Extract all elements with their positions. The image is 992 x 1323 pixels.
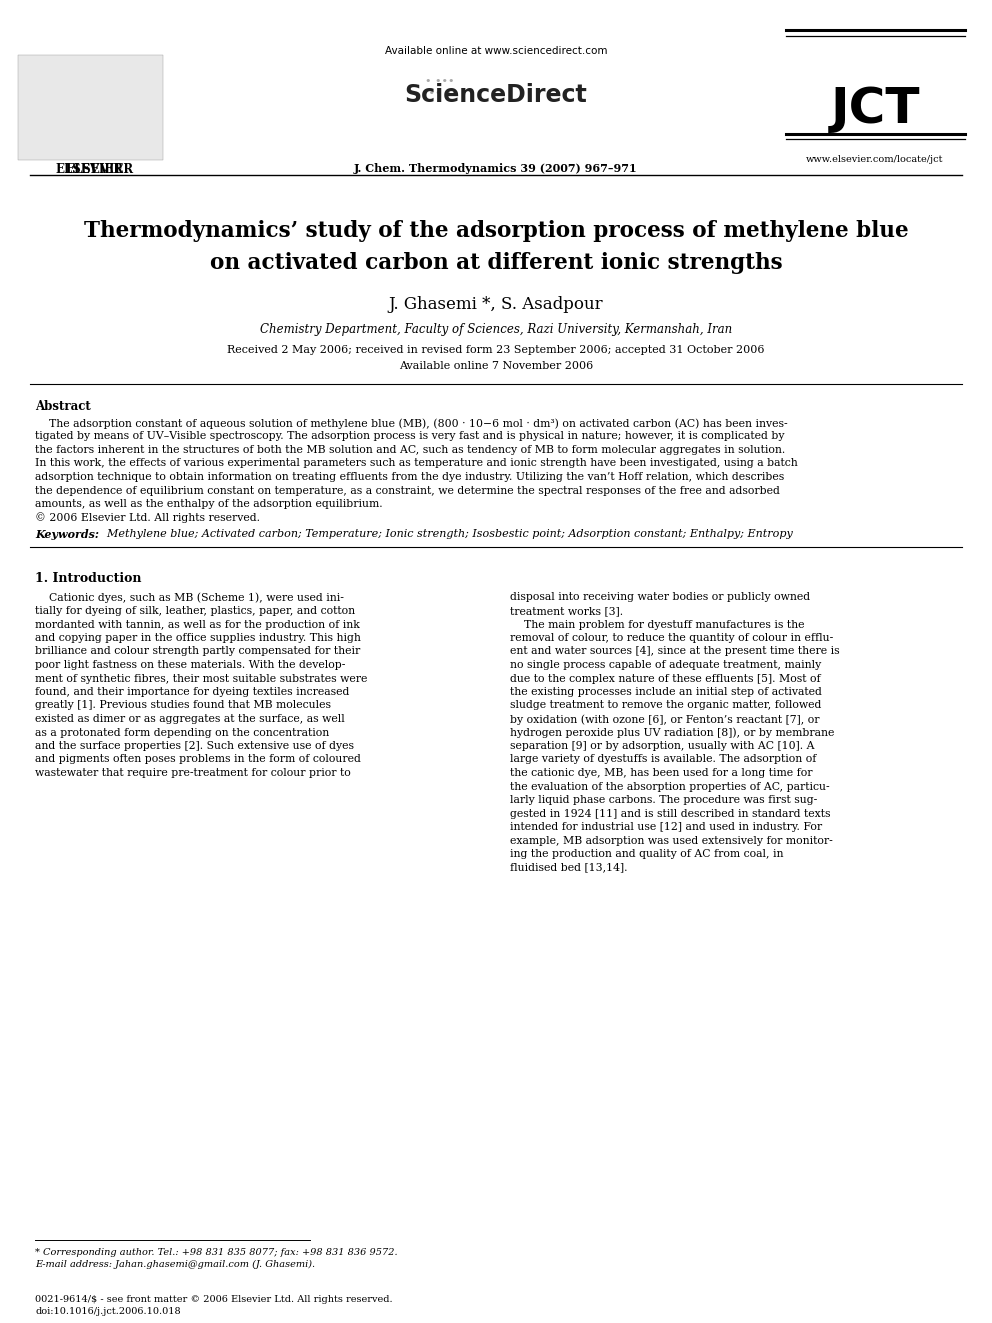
Text: mordanted with tannin, as well as for the production of ink: mordanted with tannin, as well as for th…	[35, 619, 360, 630]
Text: as a protonated form depending on the concentration: as a protonated form depending on the co…	[35, 728, 329, 737]
Text: Available online 7 November 2006: Available online 7 November 2006	[399, 361, 593, 370]
Text: the cationic dye, MB, has been used for a long time for: the cationic dye, MB, has been used for …	[510, 767, 812, 778]
Text: Keywords:: Keywords:	[35, 528, 99, 540]
Text: JCT: JCT	[830, 85, 920, 134]
Text: sludge treatment to remove the organic matter, followed: sludge treatment to remove the organic m…	[510, 700, 821, 710]
Text: Chemistry Department, Faculty of Sciences, Razi University, Kermanshah, Iran: Chemistry Department, Faculty of Science…	[260, 323, 732, 336]
Text: disposal into receiving water bodies or publicly owned: disposal into receiving water bodies or …	[510, 593, 810, 602]
Text: www.elsevier.com/locate/jct: www.elsevier.com/locate/jct	[806, 155, 943, 164]
Text: ScienceDirect: ScienceDirect	[405, 83, 587, 107]
Text: due to the complex nature of these effluents [5]. Most of: due to the complex nature of these efflu…	[510, 673, 820, 684]
Text: 0021-9614/$ - see front matter © 2006 Elsevier Ltd. All rights reserved.: 0021-9614/$ - see front matter © 2006 El…	[35, 1295, 393, 1304]
Text: Thermodynamics’ study of the adsorption process of methylene blue: Thermodynamics’ study of the adsorption …	[83, 220, 909, 242]
Text: fluidised bed [13,14].: fluidised bed [13,14].	[510, 863, 628, 872]
Text: © 2006 Elsevier Ltd. All rights reserved.: © 2006 Elsevier Ltd. All rights reserved…	[35, 512, 260, 524]
Text: J. Chem. Thermodynamics 39 (2007) 967–971: J. Chem. Thermodynamics 39 (2007) 967–97…	[354, 163, 638, 175]
Text: the existing processes include an initial step of activated: the existing processes include an initia…	[510, 687, 822, 697]
Text: Abstract: Abstract	[35, 400, 90, 413]
Text: on activated carbon at different ionic strengths: on activated carbon at different ionic s…	[209, 251, 783, 274]
Text: J. Ghasemi *, S. Asadpour: J. Ghasemi *, S. Asadpour	[389, 296, 603, 314]
Text: amounts, as well as the enthalpy of the adsorption equilibrium.: amounts, as well as the enthalpy of the …	[35, 499, 383, 509]
Text: Methylene blue; Activated carbon; Temperature; Ionic strength; Isosbestic point;: Methylene blue; Activated carbon; Temper…	[100, 528, 793, 538]
Text: hydrogen peroxide plus UV radiation [8]), or by membrane: hydrogen peroxide plus UV radiation [8])…	[510, 728, 834, 738]
Text: no single process capable of adequate treatment, mainly: no single process capable of adequate tr…	[510, 660, 821, 669]
Text: 1. Introduction: 1. Introduction	[35, 573, 142, 586]
Text: gested in 1924 [11] and is still described in standard texts: gested in 1924 [11] and is still describ…	[510, 808, 830, 819]
Text: separation [9] or by adsorption, usually with AC [10]. A: separation [9] or by adsorption, usually…	[510, 741, 814, 751]
Text: tigated by means of UV–Visible spectroscopy. The adsorption process is very fast: tigated by means of UV–Visible spectrosc…	[35, 431, 785, 442]
Text: found, and their importance for dyeing textiles increased: found, and their importance for dyeing t…	[35, 687, 349, 697]
Text: by oxidation (with ozone [6], or Fenton’s reactant [7], or: by oxidation (with ozone [6], or Fenton’…	[510, 714, 819, 725]
Text: large variety of dyestuffs is available. The adsorption of: large variety of dyestuffs is available.…	[510, 754, 816, 765]
Text: ELSEVIER: ELSEVIER	[56, 163, 124, 176]
Text: E-mail address: Jahan.ghasemi@gmail.com (J. Ghasemi).: E-mail address: Jahan.ghasemi@gmail.com …	[35, 1259, 315, 1269]
Text: ent and water sources [4], since at the present time there is: ent and water sources [4], since at the …	[510, 647, 839, 656]
Text: the evaluation of the absorption properties of AC, particu-: the evaluation of the absorption propert…	[510, 782, 829, 791]
Text: poor light fastness on these materials. With the develop-: poor light fastness on these materials. …	[35, 660, 345, 669]
Text: ELSEVIER: ELSEVIER	[65, 163, 134, 176]
Text: intended for industrial use [12] and used in industry. For: intended for industrial use [12] and use…	[510, 822, 822, 832]
Text: In this work, the effects of various experimental parameters such as temperature: In this work, the effects of various exp…	[35, 459, 798, 468]
Text: ment of synthetic fibres, their most suitable substrates were: ment of synthetic fibres, their most sui…	[35, 673, 367, 684]
Text: * Corresponding author. Tel.: +98 831 835 8077; fax: +98 831 836 9572.: * Corresponding author. Tel.: +98 831 83…	[35, 1248, 398, 1257]
Text: ing the production and quality of AC from coal, in: ing the production and quality of AC fro…	[510, 849, 784, 859]
Text: • •••: • •••	[426, 75, 454, 86]
Text: ••• ••: ••• ••	[422, 89, 458, 98]
Text: Available online at www.sciencedirect.com: Available online at www.sciencedirect.co…	[385, 46, 607, 56]
Text: doi:10.1016/j.jct.2006.10.018: doi:10.1016/j.jct.2006.10.018	[35, 1307, 181, 1316]
Text: and pigments often poses problems in the form of coloured: and pigments often poses problems in the…	[35, 754, 361, 765]
Text: larly liquid phase carbons. The procedure was first sug-: larly liquid phase carbons. The procedur…	[510, 795, 817, 804]
Text: the dependence of equilibrium constant on temperature, as a constraint, we deter: the dependence of equilibrium constant o…	[35, 486, 780, 496]
Text: existed as dimer or as aggregates at the surface, as well: existed as dimer or as aggregates at the…	[35, 714, 345, 724]
Text: treatment works [3].: treatment works [3].	[510, 606, 623, 617]
Text: Cationic dyes, such as MB (Scheme 1), were used ini-: Cationic dyes, such as MB (Scheme 1), we…	[35, 593, 344, 603]
Text: Received 2 May 2006; received in revised form 23 September 2006; accepted 31 Oct: Received 2 May 2006; received in revised…	[227, 345, 765, 355]
Text: example, MB adsorption was used extensively for monitor-: example, MB adsorption was used extensiv…	[510, 836, 832, 845]
Text: removal of colour, to reduce the quantity of colour in efflu-: removal of colour, to reduce the quantit…	[510, 632, 833, 643]
Text: The main problem for dyestuff manufactures is the: The main problem for dyestuff manufactur…	[510, 619, 805, 630]
Text: tially for dyeing of silk, leather, plastics, paper, and cotton: tially for dyeing of silk, leather, plas…	[35, 606, 355, 617]
Text: wastewater that require pre-treatment for colour prior to: wastewater that require pre-treatment fo…	[35, 767, 351, 778]
Text: brilliance and colour strength partly compensated for their: brilliance and colour strength partly co…	[35, 647, 360, 656]
Text: greatly [1]. Previous studies found that MB molecules: greatly [1]. Previous studies found that…	[35, 700, 331, 710]
Text: adsorption technique to obtain information on treating effluents from the dye in: adsorption technique to obtain informati…	[35, 472, 785, 482]
Text: The adsorption constant of aqueous solution of methylene blue (MB), (800 · 10−6 : The adsorption constant of aqueous solut…	[35, 418, 788, 429]
Text: and copying paper in the office supplies industry. This high: and copying paper in the office supplies…	[35, 632, 361, 643]
Text: and the surface properties [2]. Such extensive use of dyes: and the surface properties [2]. Such ext…	[35, 741, 354, 751]
Text: the factors inherent in the structures of both the MB solution and AC, such as t: the factors inherent in the structures o…	[35, 445, 786, 455]
